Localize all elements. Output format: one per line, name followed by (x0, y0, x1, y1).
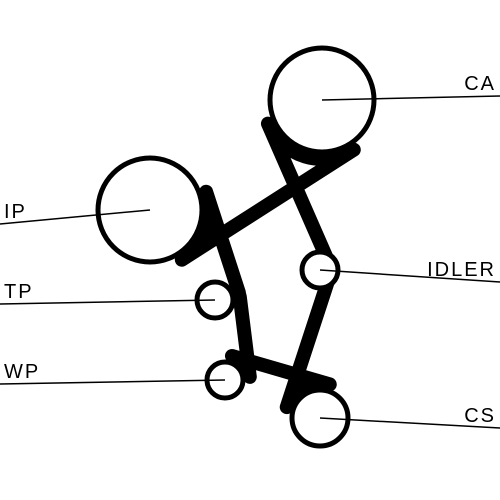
label-ca: CA (464, 73, 496, 95)
label-idler: IDLER (427, 259, 496, 281)
label-cs: CS (464, 405, 496, 427)
label-wp: WP (4, 361, 40, 383)
diagram-bg (0, 0, 500, 500)
label-tp: TP (4, 281, 34, 303)
label-ip: IP (4, 201, 27, 223)
belt-routing-diagram: CA IP TP WP IDLER CS (0, 0, 500, 500)
